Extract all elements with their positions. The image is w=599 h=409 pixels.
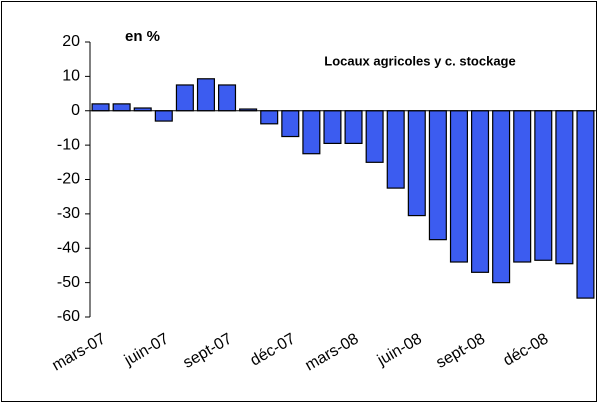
bar [449,110,468,263]
bar [302,110,321,155]
bar [175,84,194,112]
bar [492,110,511,284]
bar [471,110,490,273]
y-tick-label: -30 [57,205,80,222]
bar [386,110,405,189]
bar [513,110,532,263]
y-axis-label: en % [125,28,160,45]
bar [91,103,110,112]
y-tick-label: -10 [57,136,80,153]
bar [344,110,363,145]
bar [218,84,237,112]
y-tick-label: -40 [57,239,80,256]
bar [534,110,553,261]
bar [112,103,131,112]
y-tick-label: -50 [57,274,80,291]
y-tick-label: 0 [71,102,80,119]
bar [323,110,342,145]
y-tick-label: 20 [62,33,80,50]
bar [365,110,384,163]
bar [154,110,173,122]
bar [260,110,279,125]
bar [428,110,447,241]
bar [555,110,574,265]
bar [576,110,595,299]
chart-title: Locaux agricoles y c. stockage [324,53,515,68]
y-tick-label: 10 [62,68,80,85]
y-tick-label: -60 [57,308,80,325]
bar [196,78,215,112]
bar [407,110,426,217]
y-tick-label: -20 [57,171,80,188]
bar [281,110,300,138]
